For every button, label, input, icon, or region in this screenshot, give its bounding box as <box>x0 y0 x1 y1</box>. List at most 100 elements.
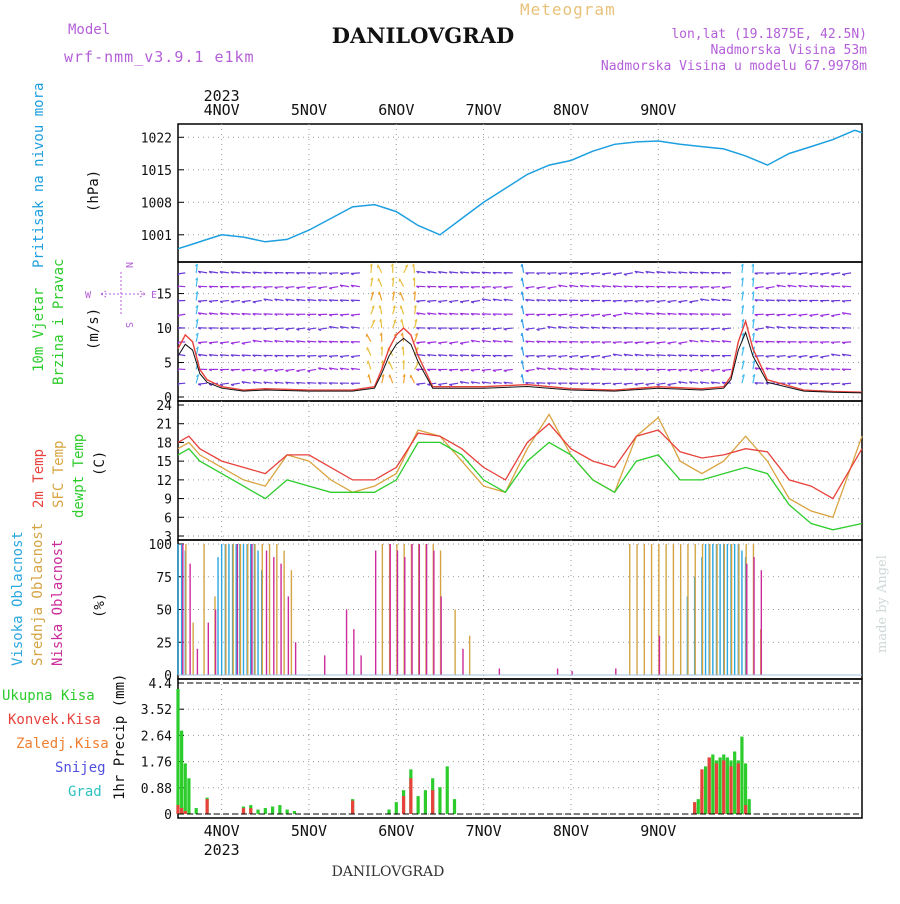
day-top-label: 4NOV <box>204 101 240 119</box>
wind-arrow <box>602 356 611 357</box>
total-precip-bar <box>719 757 722 814</box>
wind-arrow <box>537 328 546 329</box>
wind-arrow <box>389 361 393 369</box>
clouds-ytick-label: 100 <box>149 538 172 553</box>
total-precip-bar <box>184 763 187 814</box>
wind-arrow <box>411 375 415 383</box>
wind-arrow <box>591 314 600 315</box>
wind-arrow <box>580 273 589 274</box>
conv-precip-bar <box>431 790 434 814</box>
wind-arrow <box>307 287 316 288</box>
conv-precip-bar <box>242 808 245 814</box>
precip-legend-item: Snijeg <box>55 760 106 776</box>
wind-arrow <box>414 264 415 273</box>
wind-arrow <box>522 278 524 287</box>
wind-arrow <box>504 287 513 288</box>
wind-arrow <box>427 300 436 301</box>
wind-arrow <box>526 287 535 288</box>
total-precip-bar <box>424 790 427 814</box>
wind-arrow <box>449 383 458 384</box>
wind-arrow <box>275 287 284 288</box>
wind-arrow <box>591 356 600 357</box>
wind-arrow-field <box>176 264 851 386</box>
cloud-unit: (%) <box>92 593 108 618</box>
wind-arrow <box>275 369 284 370</box>
wind-arrow <box>569 314 578 315</box>
wind-arrow <box>460 300 469 301</box>
wind-arrow <box>253 300 262 301</box>
wind-arrow <box>242 300 251 301</box>
wind-arrow <box>367 334 371 342</box>
model-elevation-label: Nadmorska Visina u modelu 67.9978m <box>601 59 867 74</box>
wind-arrow <box>831 314 840 315</box>
wind-arrow <box>264 369 273 370</box>
temperature-ytick-label: 18 <box>156 436 172 451</box>
wind-arrow <box>449 342 458 343</box>
total-precip-bar <box>395 802 398 814</box>
meteogram-label: Meteogram <box>520 0 616 19</box>
wind-arrow <box>635 383 644 384</box>
wind-arrow <box>766 287 775 288</box>
mid-cloud-ylabel: Srednja Oblacnost <box>30 523 46 666</box>
wind-arrow <box>842 383 851 384</box>
wind-arrow <box>340 314 349 315</box>
sfc-temp-line <box>178 414 862 517</box>
model-name: wrf-nmm_v3.9.1 e1km <box>64 48 255 66</box>
wind-arrow <box>522 292 524 301</box>
precip-frame <box>178 679 862 818</box>
wind-arrow <box>526 328 535 329</box>
conv-precip-bar <box>176 805 179 814</box>
wind-arrow <box>657 300 666 301</box>
wind-arrow <box>591 273 600 274</box>
pressure-ytick-label: 1015 <box>141 164 172 179</box>
total-precip-bar <box>417 796 420 814</box>
wind-arrow <box>231 342 240 343</box>
wind-arrow <box>307 369 316 370</box>
precip-ytick-label: 2.64 <box>141 729 172 744</box>
wind-arrow <box>657 383 666 384</box>
wind-arrow <box>220 300 229 301</box>
wind-arrow <box>798 273 807 274</box>
wind-arrow <box>522 305 524 314</box>
wind-arrow <box>368 361 371 370</box>
wind-arrow <box>253 369 262 370</box>
sfc-ylabel: SFC Temp <box>51 441 67 508</box>
wind-arrow <box>635 300 644 301</box>
conv-precip-bar <box>700 769 703 814</box>
wind-arrow <box>416 383 425 384</box>
compass-east-label: E <box>151 290 157 301</box>
lonlat-label: lon,lat (19.1875E, 42.5N) <box>671 27 867 42</box>
temp-2m-line <box>178 424 862 499</box>
conv-precip-bar <box>402 796 405 814</box>
wind-arrow <box>646 383 655 384</box>
day-bottom-label: 5NOV <box>291 822 327 840</box>
wind-arrow <box>416 342 425 343</box>
wind-arrow <box>526 369 535 370</box>
wind-arrow <box>369 374 371 383</box>
total-precip-bar <box>278 805 281 814</box>
wind-arrow <box>700 369 709 370</box>
wind-arrow <box>788 314 797 315</box>
wind-arrow <box>285 328 294 329</box>
wind-arrow <box>220 383 229 384</box>
wind-arrow <box>668 383 677 384</box>
wind-unit: (m/s) <box>86 308 102 350</box>
wind-arrow <box>580 356 589 357</box>
precip-ytick-label: 3.52 <box>141 703 172 718</box>
wind-arrow-head <box>401 319 402 322</box>
wind-arrow <box>482 369 491 370</box>
wind-arrow <box>580 314 589 315</box>
total-precip-bar <box>271 807 274 814</box>
wind-arrow <box>668 300 677 301</box>
wind-arrow <box>569 356 578 357</box>
total-precip-bar <box>453 799 456 814</box>
conv-precip-bar <box>351 801 354 814</box>
day-bottom-label: 7NOV <box>466 822 502 840</box>
wind-arrow <box>198 300 207 301</box>
wind-arrow <box>378 265 382 273</box>
conv-precip-bar <box>180 808 183 814</box>
wind-ytick-label: 15 <box>156 288 172 303</box>
temp-ylabel: 2m Temp <box>31 449 47 508</box>
wind-arrow <box>788 273 797 274</box>
